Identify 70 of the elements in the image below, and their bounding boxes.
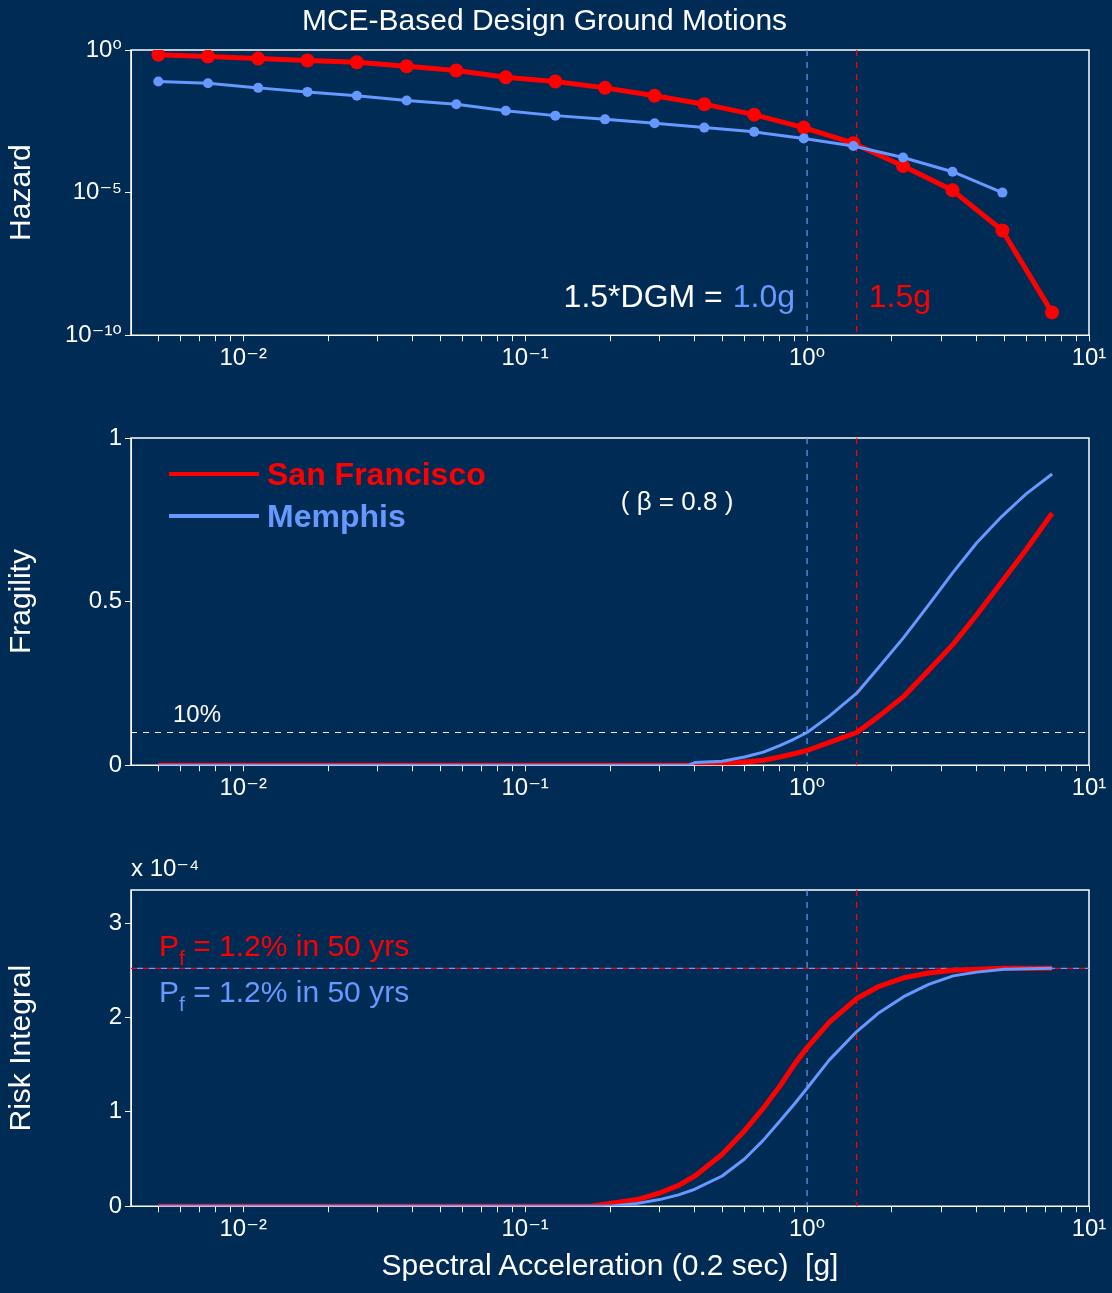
x-tick-label: 10⁻¹ [501, 343, 549, 371]
point [945, 183, 960, 198]
y-tick-label: 1 [108, 1096, 122, 1124]
y-tick-label: 0 [108, 1190, 122, 1218]
point [600, 114, 610, 125]
point [351, 90, 362, 101]
point [997, 187, 1008, 198]
x-axis-title: Spectral Acceleration (0.2 sec) [g] [381, 1248, 839, 1282]
point [749, 126, 760, 137]
x-tick-label: 10⁰ [788, 773, 826, 801]
point [153, 76, 164, 87]
point [251, 51, 266, 66]
x-tick-label: 10⁻¹ [501, 773, 549, 801]
point [548, 74, 563, 89]
x-tick-label: 10⁻² [219, 773, 267, 801]
y-tick-label: 1 [108, 422, 122, 450]
ref-line-label: 10% [173, 700, 222, 728]
y-tick-label: 10⁻¹⁰ [65, 319, 122, 347]
point [796, 120, 811, 135]
x-tick-label: 10⁰ [788, 343, 826, 371]
point [200, 50, 215, 64]
chart-title: MCE-Based Design Ground Motions [301, 3, 788, 37]
ref-line-label: 1.5g [868, 277, 931, 314]
y-tick-label: 10⁰ [85, 34, 122, 62]
y-axis-title: Hazard [3, 144, 37, 241]
point [399, 59, 414, 74]
x-tick-label: 10⁻² [219, 1214, 267, 1242]
y-axis-title: Risk Integral [3, 964, 37, 1132]
annotation: ( β = 0.8 ) [620, 486, 734, 516]
point [649, 118, 660, 129]
legend-label: Memphis [267, 498, 406, 534]
point [498, 70, 513, 85]
x-tick-label: 10¹ [1071, 1214, 1107, 1242]
point [253, 82, 264, 93]
y-tick-label: 0 [108, 749, 122, 777]
point [500, 105, 511, 116]
point [647, 88, 662, 103]
point [151, 50, 166, 62]
point [300, 53, 315, 68]
y-tick-label: 10⁻⁵ [72, 177, 122, 205]
x-tick-label: 10⁰ [788, 1214, 826, 1242]
point [747, 107, 762, 122]
point [697, 97, 712, 112]
point [848, 141, 859, 152]
point [202, 78, 213, 89]
x-tick-label: 10⁻¹ [501, 1214, 549, 1242]
annotation: 1.5*DGM = [563, 277, 723, 314]
point [898, 152, 909, 163]
point [699, 122, 710, 133]
x-tick-label: 10¹ [1071, 343, 1107, 371]
point [995, 223, 1010, 238]
point [451, 99, 462, 110]
point [798, 133, 809, 144]
point [598, 80, 612, 95]
x-tick-label: 10⁻² [219, 343, 267, 371]
point [449, 63, 464, 78]
point [947, 166, 958, 177]
ref-line-label: 1.0g [732, 277, 796, 314]
text: x 10⁻⁴ [131, 854, 200, 881]
y-tick-label: 0.5 [88, 586, 122, 614]
point [550, 110, 561, 121]
y-tick-label: 2 [108, 1002, 122, 1030]
point [302, 86, 313, 97]
y-axis-title: Fragility [3, 549, 37, 655]
point [401, 95, 412, 106]
y-tick-label: 3 [108, 907, 122, 935]
x-tick-label: 10¹ [1071, 773, 1107, 801]
point [1044, 305, 1059, 320]
point [349, 55, 364, 70]
legend-label: San Francisco [267, 456, 486, 492]
